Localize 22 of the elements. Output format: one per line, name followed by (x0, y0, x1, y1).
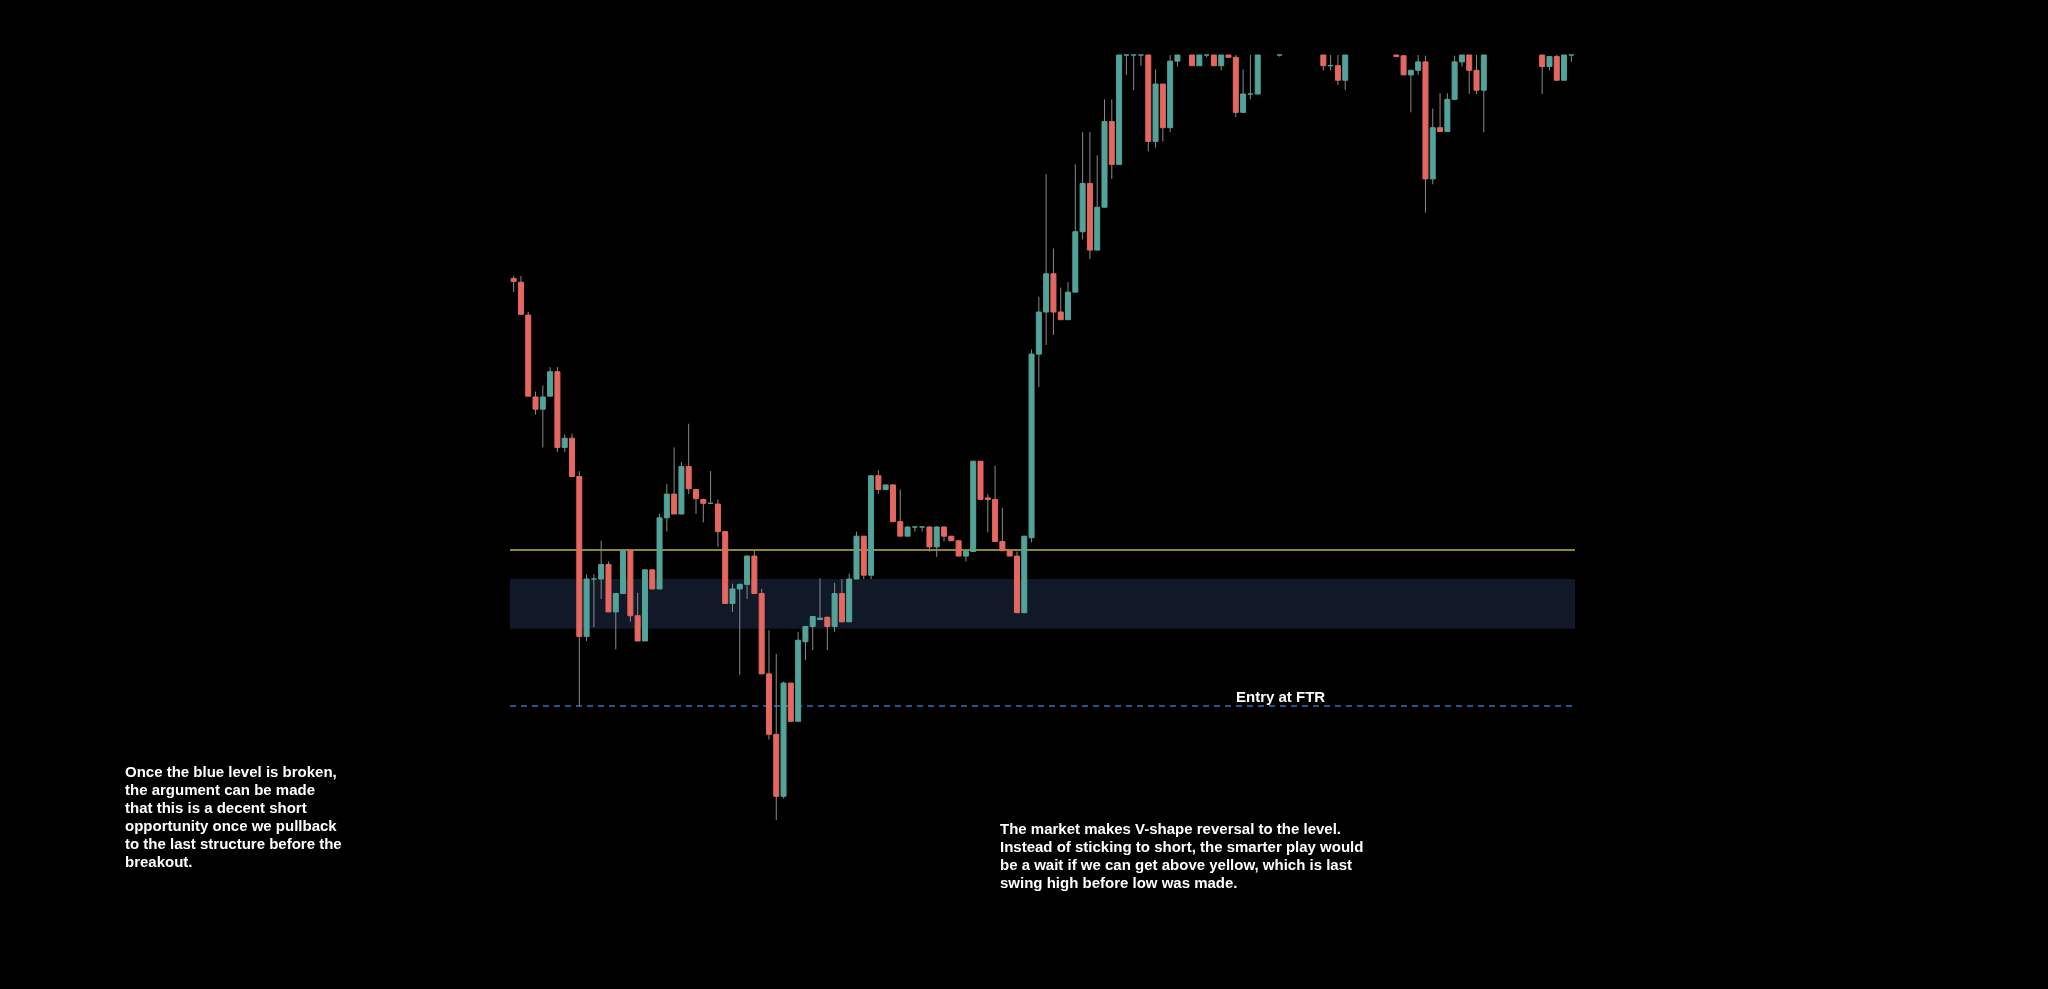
candlestick (1553, 54, 1560, 81)
candlestick (926, 525, 933, 552)
candlestick (1240, 69, 1247, 113)
candlestick (1123, 54, 1130, 76)
candlestick (919, 525, 926, 533)
candlestick (1539, 54, 1546, 95)
candlestick (693, 488, 700, 515)
candlestick (933, 525, 940, 558)
candlestick (1437, 92, 1444, 132)
candlestick (824, 616, 831, 651)
candlestick (1334, 54, 1341, 86)
candlestick (598, 540, 605, 600)
candlestick (1130, 54, 1137, 91)
candlestick (649, 568, 656, 590)
candlestick (685, 423, 692, 495)
candlestick (1247, 54, 1254, 100)
text: Once the blue level is broken, the argument can be made that this is a decent short opportunity once we pullback to the last structure before the breakout. (125, 763, 342, 870)
annotation: Entry at FTR (1236, 688, 1326, 705)
candlestick (1137, 54, 1144, 67)
annotation: The market makes V-shape reversal to the level. Instead of sticking to short, the smarter play would be a wait if we can get above yellow, which is last swing high before low was made. (1000, 820, 1364, 891)
candlestick (671, 446, 678, 515)
candlestick (875, 469, 882, 495)
